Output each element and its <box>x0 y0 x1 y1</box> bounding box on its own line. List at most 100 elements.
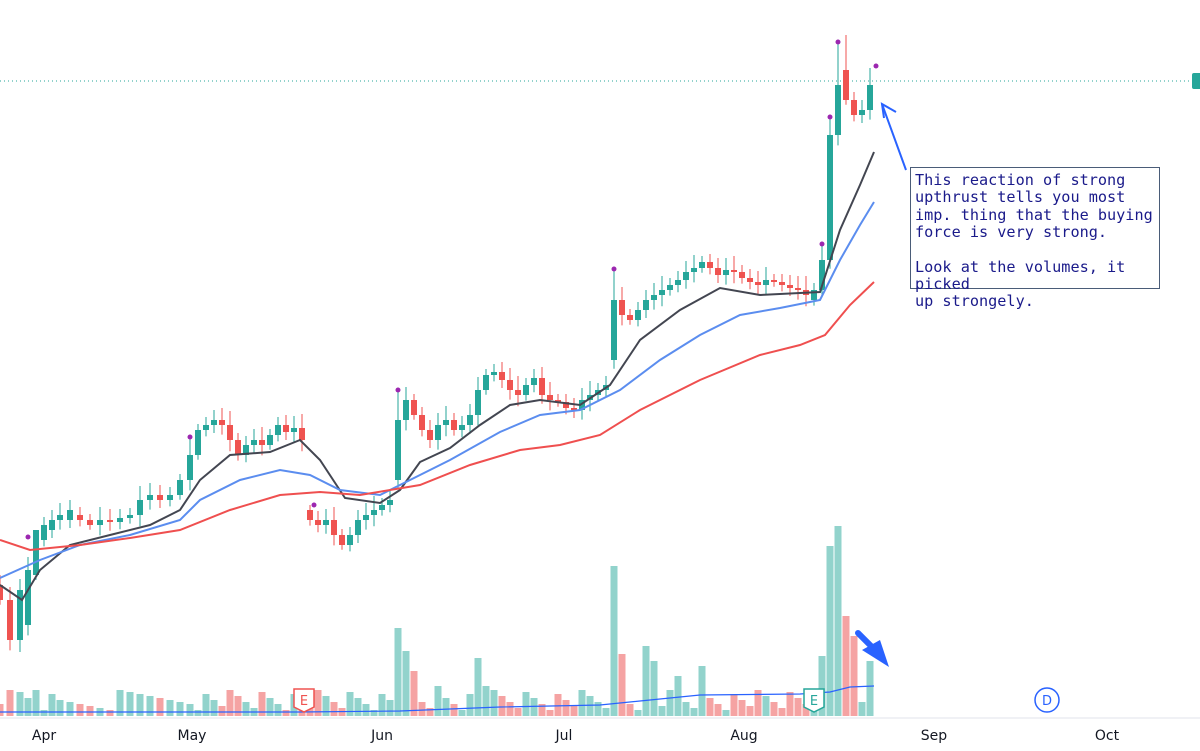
volume-bar <box>682 702 690 716</box>
candle-body <box>7 600 13 640</box>
candle <box>299 414 305 452</box>
candle <box>117 509 123 530</box>
volume-bar <box>866 661 874 716</box>
x-tick-label: Apr <box>32 728 56 744</box>
volume-bar <box>418 702 426 716</box>
candle <box>859 100 865 123</box>
candle-body <box>499 372 505 380</box>
x-tick-label: Oct <box>1095 728 1120 744</box>
candle <box>371 496 377 527</box>
volume-bar <box>194 710 202 716</box>
event-marker-shape <box>803 688 825 713</box>
volume-bar <box>570 706 578 716</box>
event-marker: E <box>293 688 315 713</box>
volume-bar <box>466 694 474 716</box>
candle-body <box>127 515 133 518</box>
event-marker-label: D <box>1042 694 1052 709</box>
volume-bar <box>226 690 234 716</box>
volume-bar <box>274 704 282 716</box>
volume-bar <box>442 698 450 716</box>
candle-body <box>17 590 23 640</box>
candle-body <box>451 420 457 430</box>
volume-bar <box>714 704 722 716</box>
annotation-box: This reaction of strong upthrust tells y… <box>910 167 1160 310</box>
candle <box>659 276 665 307</box>
candle <box>7 587 13 651</box>
candle <box>227 411 233 452</box>
candle-body <box>259 440 265 445</box>
candle <box>539 367 545 404</box>
candle-body <box>643 300 649 310</box>
candle <box>87 514 93 530</box>
volume-bar <box>634 710 642 716</box>
candle-body <box>547 395 553 400</box>
high-marker-dot <box>611 266 617 272</box>
volume-bar <box>126 692 134 716</box>
volume-bar <box>642 646 650 716</box>
high-marker-dot <box>395 387 401 393</box>
candle-body <box>483 375 489 390</box>
volume-bar <box>514 708 522 716</box>
candle-body <box>331 520 337 535</box>
volume-bar <box>434 686 442 716</box>
volume-bar <box>76 704 84 716</box>
candle-body <box>147 495 153 500</box>
volume-bar <box>538 704 546 716</box>
volume-bar <box>546 710 554 716</box>
candle-body <box>739 272 745 278</box>
volume-bar <box>698 666 706 716</box>
x-tick-label: May <box>178 728 207 744</box>
candle-body <box>211 420 217 425</box>
candle-body <box>387 500 393 505</box>
candle-body <box>267 435 273 445</box>
volume-bars <box>0 526 875 716</box>
volume-bar <box>40 710 48 716</box>
candle-body <box>395 420 401 480</box>
time-axis: Apr May Jun Jul Aug Sep Oct <box>32 728 1120 744</box>
volume-bar <box>282 710 290 716</box>
volume-bar <box>786 692 794 716</box>
volume-bar <box>802 704 810 716</box>
volume-bar <box>690 708 698 716</box>
high-marker-dot <box>827 114 833 120</box>
high-marker-dot <box>873 63 879 69</box>
candle <box>259 427 265 456</box>
volume-bar <box>362 704 370 716</box>
volume-bar <box>810 710 818 716</box>
candle <box>203 417 209 437</box>
annotation-line-1: This reaction of strong <box>915 171 1126 189</box>
volume-bar <box>210 700 218 716</box>
candle <box>363 503 369 530</box>
ma-mid-line <box>0 201 875 579</box>
candle <box>675 271 681 293</box>
moving-averages <box>0 151 875 602</box>
volume-bar <box>86 706 94 716</box>
candle <box>17 579 23 652</box>
volume-bar <box>410 671 418 716</box>
candle <box>251 429 257 454</box>
volume-bar <box>618 654 626 716</box>
candle-body <box>619 300 625 315</box>
volume-bar <box>450 704 458 716</box>
candle-body <box>627 315 633 320</box>
candle-body <box>611 300 617 360</box>
candle-body <box>243 445 249 455</box>
candle <box>771 274 777 287</box>
candle <box>475 377 481 426</box>
candle-body <box>531 378 537 385</box>
candle-body <box>347 535 353 545</box>
volume-bar <box>626 704 634 716</box>
candle <box>779 274 785 292</box>
candle <box>835 42 841 146</box>
candle <box>355 510 361 543</box>
volume-bar <box>658 706 666 716</box>
volume-bar <box>482 686 490 716</box>
candle-body <box>811 290 817 300</box>
candle-body <box>851 100 857 115</box>
volume-bar <box>234 696 242 716</box>
high-marker-dot <box>819 241 825 247</box>
candle-body <box>195 430 201 455</box>
volume-bar <box>402 651 410 716</box>
volume-bar <box>842 616 850 716</box>
